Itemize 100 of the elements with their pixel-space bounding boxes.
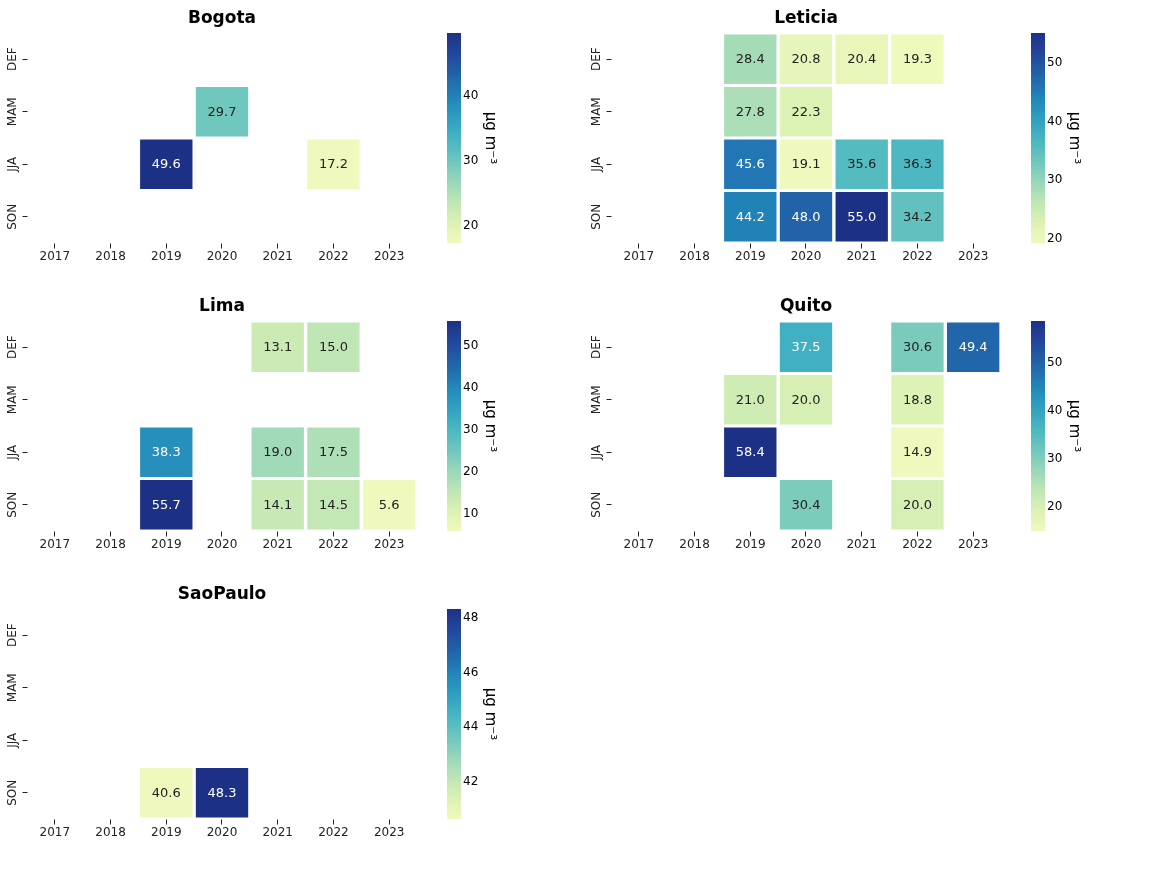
data-label: 18.8 [902,391,932,407]
data-label: 17.2 [318,156,348,172]
x-tick-label: 2019 [151,536,182,551]
x-tick-label: 2019 [151,248,182,263]
x-tick-label: 2018 [679,536,710,551]
x-tick-label: 2021 [846,248,877,263]
data-label: 30.4 [791,496,821,512]
y-tick-label: DEF [4,623,19,648]
x-tick-label: 2017 [39,824,71,839]
data-label: 17.5 [318,444,348,460]
x-tick-label: 2017 [623,248,655,263]
data-label: 29.7 [207,103,237,119]
data-label: 13.1 [263,339,293,355]
y-tick-label: MAM [588,97,603,127]
chart-title: Quito [779,295,833,315]
x-tick-label: 2020 [206,248,238,263]
x-tick-label: 2023 [373,824,405,839]
color-bar-title: μg m⁻³ [1066,399,1084,453]
y-tick-label: MAM [4,97,19,127]
y-tick-label: MAM [4,673,19,703]
x-tick-label: 2021 [262,248,293,263]
color-bar-label: 40 [1047,402,1063,417]
data-label: 19.3 [902,51,932,67]
data-label: 48.0 [791,208,821,224]
y-tick-label: MAM [588,385,603,415]
x-tick-label: 2022 [902,536,933,551]
color-bar-label: 46 [463,664,479,679]
data-label: 45.6 [735,156,765,172]
x-tick-label: 2020 [206,824,238,839]
y-tick-label: SON [588,203,603,230]
data-label: 37.5 [791,339,821,355]
y-tick-label: JJA [4,443,19,461]
color-bar-title: μg m⁻³ [1066,111,1084,165]
color-bar-label: 20 [1047,499,1063,514]
x-tick-label: 2022 [318,248,349,263]
x-tick-label: 2022 [318,824,349,839]
y-tick-label: SON [4,491,19,518]
x-tick-label: 2018 [679,248,710,263]
y-tick-label: JJA [588,443,603,461]
data-label: 22.3 [791,103,821,119]
color-bar-label: 50 [1047,354,1063,369]
color-bar-label: 20 [463,463,479,478]
y-tick-label: JJA [588,155,603,173]
data-label: 20.4 [847,51,877,67]
x-tick-label: 2021 [262,536,293,551]
data-label: 21.0 [735,391,765,407]
chart-title: Leticia [774,7,838,27]
color-bar-label: 50 [463,337,479,352]
y-tick-label: JJA [4,155,19,173]
data-label: 38.3 [151,444,181,460]
data-label: 44.2 [735,208,765,224]
color-bar-label: 30 [463,153,479,168]
color-bar-title: μg m⁻³ [482,687,500,741]
data-label: 27.8 [735,103,765,119]
data-label: 14.5 [318,496,348,512]
x-tick-label: 2017 [39,248,71,263]
data-label: 14.9 [902,444,932,460]
color-bar-label: 44 [463,719,479,734]
y-tick-label: SON [588,491,603,518]
data-label: 49.4 [958,339,988,355]
x-tick-label: 2021 [846,536,877,551]
color-bar-label: 48 [463,610,479,625]
x-tick-label: 2019 [735,536,766,551]
x-tick-label: 2019 [151,824,182,839]
x-tick-label: 2022 [318,536,349,551]
y-tick-label: JJA [4,731,19,749]
data-label: 28.4 [735,51,765,67]
color-bar-label: 30 [1047,172,1063,187]
data-label: 55.0 [847,208,877,224]
color-bar-label: 50 [1047,55,1063,70]
data-label: 20.8 [791,51,821,67]
x-tick-label: 2018 [95,248,126,263]
chart-title: SaoPaulo [177,583,267,603]
x-tick-label: 2023 [373,536,405,551]
x-tick-label: 2017 [623,536,655,551]
data-label: 15.0 [318,339,348,355]
x-tick-label: 2022 [902,248,933,263]
y-tick-label: DEF [588,335,603,360]
x-tick-label: 2020 [206,536,238,551]
data-label: 40.6 [151,784,181,800]
x-tick-label: 2018 [95,824,126,839]
data-label: 49.6 [151,156,181,172]
x-tick-label: 2023 [957,248,989,263]
color-bar-title: μg m⁻³ [482,399,500,453]
data-label: 34.2 [902,208,932,224]
color-bar-label: 10 [463,505,479,520]
x-tick-label: 2023 [957,536,989,551]
chart-title: Lima [199,295,245,315]
y-tick-label: DEF [4,47,19,72]
data-label: 19.0 [263,444,293,460]
data-label: 14.1 [263,496,293,512]
x-tick-label: 2021 [262,824,293,839]
x-tick-label: 2017 [39,536,71,551]
y-tick-label: DEF [4,335,19,360]
data-label: 35.6 [847,156,877,172]
x-tick-label: 2020 [790,536,822,551]
color-bar-label: 40 [1047,113,1063,128]
x-tick-label: 2020 [790,248,822,263]
x-tick-label: 2023 [373,248,405,263]
color-bar-label: 40 [463,88,479,103]
